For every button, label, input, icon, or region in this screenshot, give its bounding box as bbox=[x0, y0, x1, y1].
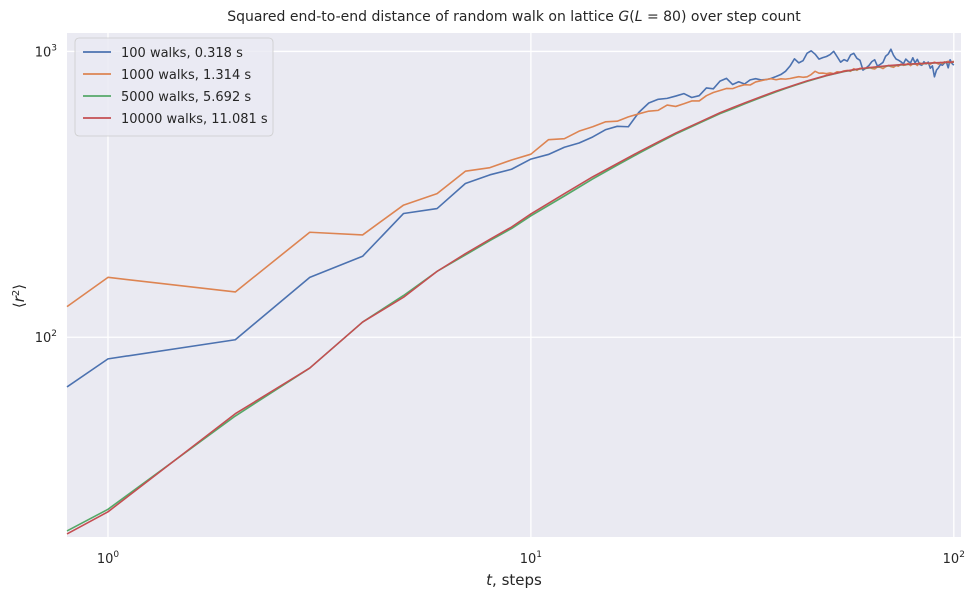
x-tick-label: 102 bbox=[943, 550, 965, 567]
y-ticks: 102 103 bbox=[35, 43, 57, 346]
series-lines bbox=[66, 48, 955, 535]
x-axis-label: t, steps bbox=[486, 571, 542, 589]
legend-label: 100 walks, 0.318 s bbox=[121, 46, 243, 61]
legend-label: 5000 walks, 5.692 s bbox=[121, 90, 251, 105]
chart-title: Squared end-to-end distance of random wa… bbox=[227, 9, 801, 25]
x-tick-label: 101 bbox=[520, 550, 542, 567]
legend: 100 walks, 0.318 s 1000 walks, 1.314 s 500… bbox=[74, 37, 274, 137]
legend-box bbox=[74, 37, 274, 137]
x-tick-label: 100 bbox=[97, 550, 120, 567]
series-line-4 bbox=[66, 61, 954, 535]
legend-label: 1000 walks, 1.314 s bbox=[121, 68, 251, 83]
y-tick-label: 102 bbox=[35, 329, 57, 346]
y-axis-label: ⟨r2⟩ bbox=[10, 284, 28, 308]
y-tick-label: 103 bbox=[35, 43, 57, 60]
legend-label: 10000 walks, 11.081 s bbox=[121, 112, 268, 127]
x-ticks: 100 101 102 bbox=[97, 550, 965, 567]
series-line-1 bbox=[66, 48, 955, 388]
